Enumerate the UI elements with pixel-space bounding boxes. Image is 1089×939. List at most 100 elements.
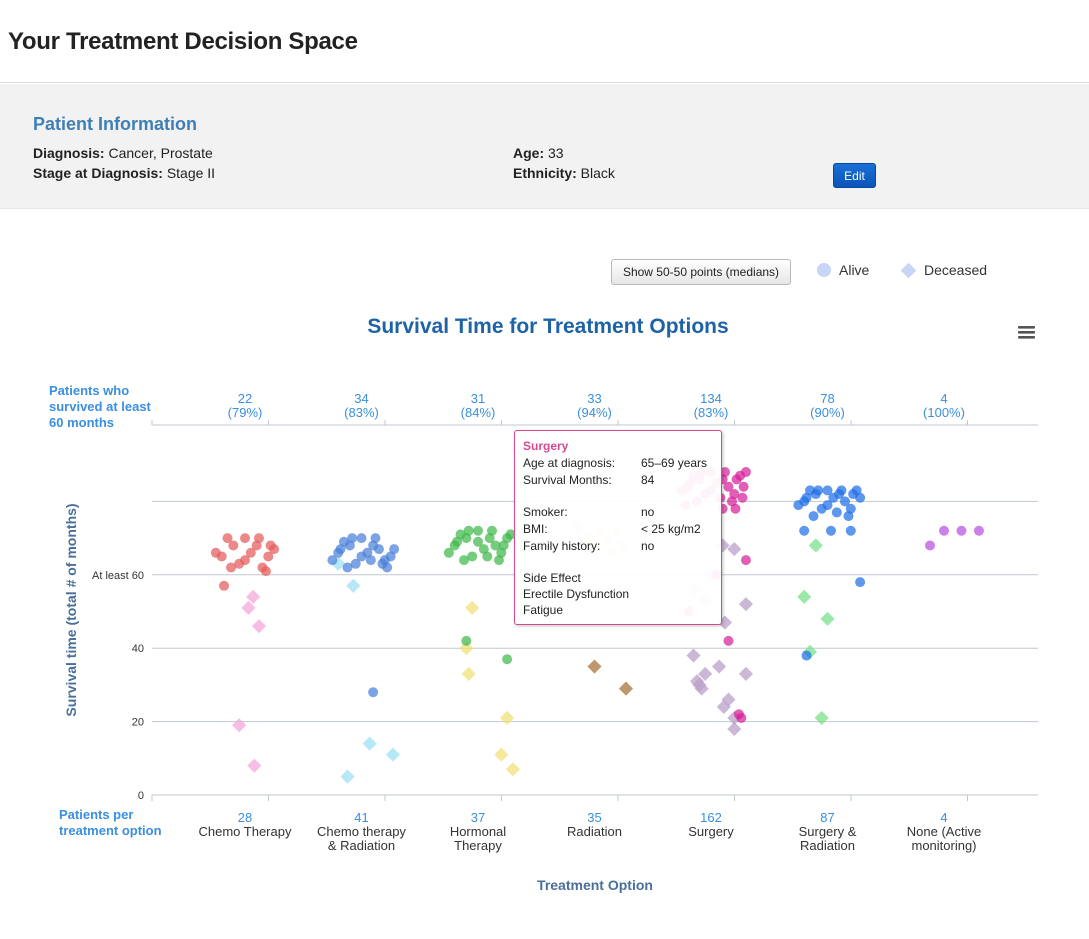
alive-point: [482, 551, 493, 562]
diagnosis-value: Cancer, Prostate: [108, 145, 213, 161]
alive-point: [335, 544, 346, 555]
alive-point: [350, 558, 361, 569]
deceased-point: [340, 769, 355, 784]
survived-count: 22: [238, 391, 252, 406]
deceased-point: [232, 718, 247, 733]
alive-point: [368, 687, 379, 698]
alive-point: [801, 650, 812, 661]
tooltip-label: Smoker:: [523, 505, 568, 519]
ethnicity-label: Ethnicity:: [513, 165, 577, 181]
alive-point: [263, 551, 274, 562]
survived-count: 4: [940, 391, 947, 406]
legend-alive[interactable]: Alive: [817, 260, 869, 280]
deceased-point: [500, 710, 515, 726]
category-label: monitoring): [911, 838, 976, 853]
chart-title: Survival Time for Treatment Options: [367, 315, 728, 338]
survived-count: 78: [820, 391, 834, 406]
alive-point: [836, 485, 847, 496]
alive-point: [260, 566, 271, 577]
tooltip-value: no: [641, 539, 655, 553]
deceased-point: [716, 699, 731, 714]
survived-count: 31: [471, 391, 485, 406]
edit-button[interactable]: Edit: [833, 163, 876, 188]
alive-point: [342, 562, 353, 573]
category-label: Therapy: [454, 838, 502, 853]
alive-point: [855, 577, 866, 588]
alive-point: [382, 562, 393, 573]
page-title: Your Treatment Decision Space: [8, 28, 358, 55]
alive-point: [245, 547, 256, 558]
deceased-point: [465, 600, 480, 615]
survived-count: 134: [700, 391, 722, 406]
ethnicity-value: Black: [580, 165, 615, 181]
deceased-point: [698, 666, 713, 681]
alive-point: [855, 492, 866, 503]
alive-point: [486, 525, 497, 536]
alive-point: [740, 555, 751, 566]
alive-point: [226, 562, 237, 573]
deceased-point: [494, 747, 509, 762]
patients-row-label: Patients per treatment option: [59, 807, 162, 838]
alive-point: [505, 529, 516, 540]
deceased-point: [814, 710, 829, 726]
alive-point: [740, 467, 751, 478]
y-tick-label: 40: [132, 643, 144, 655]
survived-percent: (79%): [228, 405, 263, 420]
alive-point: [719, 467, 730, 478]
show-medians-button[interactable]: Show 50-50 points (medians): [611, 259, 791, 285]
alive-point: [347, 533, 358, 544]
alive-point: [825, 525, 836, 536]
alive-point: [467, 551, 478, 562]
alive-point: [253, 533, 264, 544]
survived-count: 33: [587, 391, 601, 406]
y-axis-label: Survival time (total # of months): [63, 503, 79, 716]
deceased-point: [808, 538, 823, 553]
stage-value: Stage II: [166, 165, 216, 181]
tooltip-value: < 25 kg/m2: [641, 522, 701, 536]
category-label: Chemo therapy: [317, 824, 406, 839]
alive-point: [843, 511, 854, 522]
alive-point: [973, 525, 984, 536]
legend-deceased[interactable]: Deceased: [900, 260, 988, 280]
patients-count: 37: [471, 810, 485, 825]
alive-point: [793, 500, 804, 511]
alive-point: [443, 547, 454, 558]
age-row: Age: 33: [513, 145, 564, 161]
deceased-point: [618, 681, 634, 696]
alive-point: [831, 507, 842, 518]
tooltip-side-effect-label: Side Effect: [523, 571, 581, 585]
deceased-point: [738, 666, 754, 681]
hamburger-menu-icon: [1018, 331, 1035, 334]
diagnosis-label: Diagnosis:: [33, 145, 105, 161]
tooltip-label: BMI:: [523, 522, 548, 536]
deceased-point: [251, 619, 267, 634]
alive-point: [939, 525, 949, 536]
survived-percent: (83%): [344, 405, 379, 420]
ethnicity-row: Ethnicity: Black: [513, 165, 615, 181]
deceased-point: [727, 542, 742, 557]
point-tooltip: Surgery Age at diagnosis: 65–69 years Su…: [514, 430, 722, 625]
legend-deceased-label: Deceased: [924, 262, 988, 278]
hamburger-menu-icon: [1018, 326, 1035, 329]
deceased-point: [346, 578, 361, 593]
deceased-point: [459, 641, 474, 656]
hamburger-menu-icon: [1018, 336, 1035, 339]
alive-point: [845, 525, 856, 536]
alive-point: [473, 525, 483, 536]
alive-point: [490, 540, 501, 551]
alive-point: [956, 525, 967, 536]
alive-point: [799, 525, 810, 536]
alive-point: [459, 555, 470, 566]
tooltip-value: no: [641, 505, 655, 519]
alive-point: [461, 635, 472, 646]
deceased-point: [692, 677, 707, 692]
alive-point: [463, 525, 474, 536]
alive-point: [498, 540, 509, 551]
patient-info-panel: Patient Information Diagnosis: Cancer, P…: [0, 84, 1089, 209]
alive-point: [828, 492, 839, 503]
alive-point: [265, 540, 276, 551]
tooltip-value: 84: [641, 473, 655, 487]
alive-point: [822, 500, 833, 511]
tooltip-side-effect: Fatigue: [523, 603, 564, 617]
alive-point: [813, 485, 824, 496]
